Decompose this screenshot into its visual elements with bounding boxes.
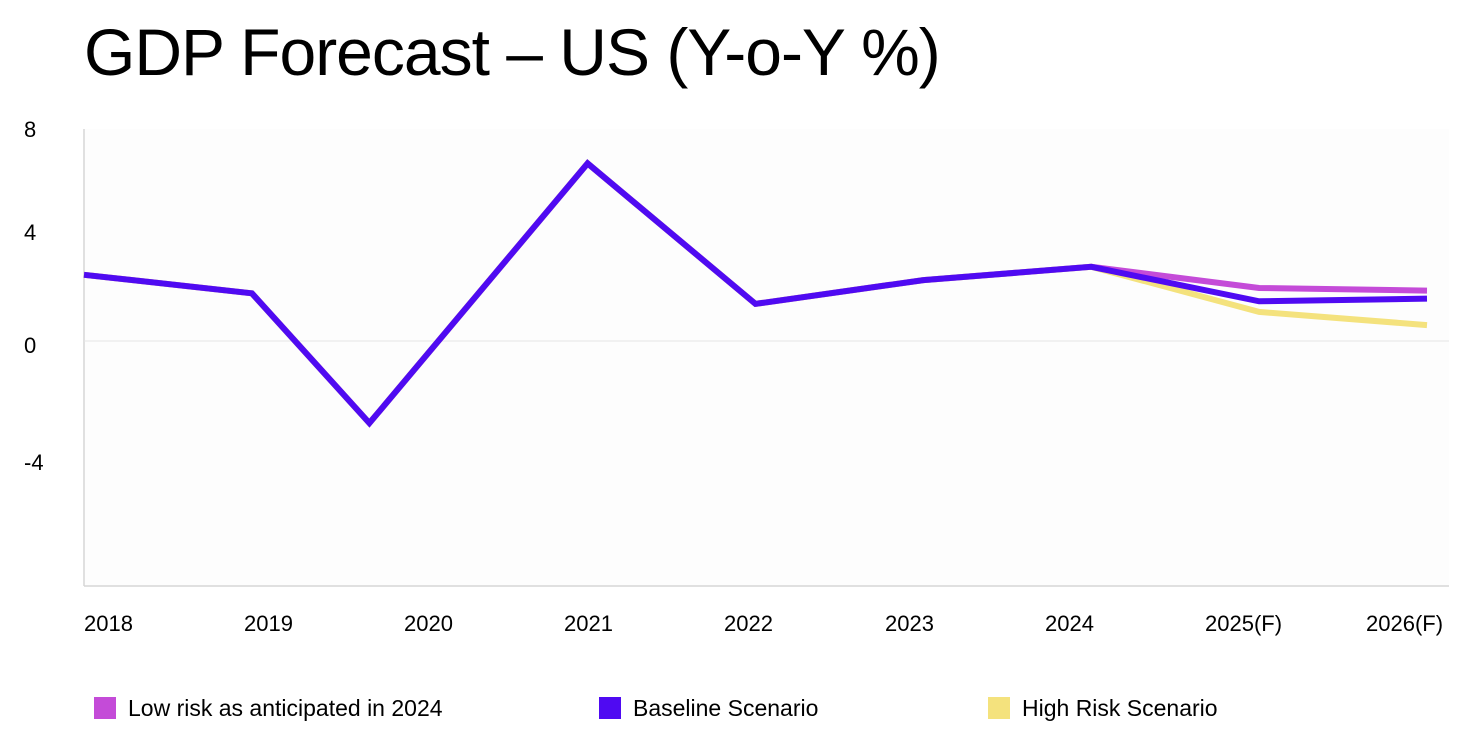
legend-label-high-risk: High Risk Scenario xyxy=(1022,695,1218,721)
x-tick-label: 2018 xyxy=(84,611,133,636)
legend-swatch-high-risk xyxy=(988,697,1010,719)
legend-item-low-risk: Low risk as anticipated in 2024 xyxy=(94,688,443,728)
x-tick-label: 2019 xyxy=(244,611,293,636)
x-tick-label: 2021 xyxy=(564,611,613,636)
legend-item-high-risk: High Risk Scenario xyxy=(988,688,1218,728)
legend-label-baseline: Baseline Scenario xyxy=(633,695,819,721)
y-tick-label: -4 xyxy=(24,450,44,475)
chart-title: GDP Forecast – US (Y-o-Y %) xyxy=(84,15,941,89)
x-tick-label: 2025(F) xyxy=(1205,611,1282,636)
legend-swatch-baseline xyxy=(599,697,621,719)
x-tick-label: 2023 xyxy=(885,611,934,636)
y-tick-label: 8 xyxy=(24,117,36,142)
series-line-baseline-scenario xyxy=(83,159,1428,428)
y-tick-label: 0 xyxy=(24,333,36,358)
x-tick-label: 2022 xyxy=(724,611,773,636)
x-tick-label: 2024 xyxy=(1045,611,1094,636)
legend-item-baseline: Baseline Scenario xyxy=(599,688,818,728)
plot-background xyxy=(84,129,1449,586)
legend-swatch-low-risk xyxy=(94,697,116,719)
y-tick-label: 4 xyxy=(24,220,36,245)
legend-label-low-risk: Low risk as anticipated in 2024 xyxy=(128,695,443,721)
chart-legend: Low risk as anticipated in 2024 Baseline… xyxy=(0,688,1472,728)
x-tick-label: 2026(F) xyxy=(1366,611,1443,636)
x-tick-label: 2020 xyxy=(404,611,453,636)
